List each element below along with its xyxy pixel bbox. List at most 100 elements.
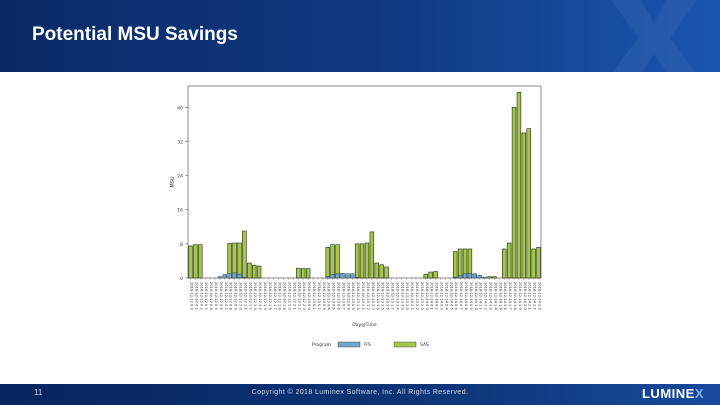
y-axis-label: MSU <box>170 176 176 187</box>
x-tick-label: 2018-12-12 0 4 <box>209 282 213 310</box>
bar-sas <box>379 264 384 279</box>
x-tick-label: 2018-12-12 1 7 <box>273 282 277 310</box>
bar-ifs <box>325 276 330 279</box>
x-tick-label: 2018-12-14 1 9 <box>518 282 522 310</box>
x-tick-label: 2018-12-14 1 3 <box>489 282 493 310</box>
bar-sas <box>526 128 531 279</box>
x-tick-label: 2018-12-12 0 9 <box>234 282 238 310</box>
x-tick-label: 2018-12-12 0 5 <box>214 282 218 310</box>
bar-sas <box>487 276 492 279</box>
x-tick-label: 2018-12-12 1 6 <box>268 282 272 310</box>
logo-text: LUMINE <box>641 386 695 401</box>
x-tick-label: 2018-12-14 1 8 <box>513 282 517 310</box>
bar-ifs <box>467 273 473 279</box>
x-tick-label: 2018-12-14 2 3 <box>538 282 542 310</box>
x-tick-label: 2018-12-14 2 0 <box>523 282 527 310</box>
bar-sas <box>242 230 247 279</box>
luminex-logo: LUMINEX <box>642 386 704 401</box>
x-tick-label: 2018-12-12 2 1 <box>292 282 296 310</box>
slide-number: 11 <box>34 388 43 397</box>
x-tick-label: 2018-12-14 1 6 <box>503 282 507 310</box>
chart-panel: 0 8 16 24 32 40 MSU 2018-12-12 0 0 2018-12-12 0 … <box>160 78 560 358</box>
y-tick-label: 16 <box>177 208 183 214</box>
x-tick-label: 2018-12-14 1 0 <box>474 282 478 310</box>
x-tick-label: 2018-12-12 2 2 <box>297 282 301 310</box>
x-tick-label: 2018-12-14 0 3 <box>439 282 443 310</box>
x-tick-label: 2018-12-14 0 8 <box>464 282 468 310</box>
x-tick-label: 2018-12-12 1 4 <box>258 282 262 310</box>
bar-ifs <box>340 273 345 279</box>
x-tick-label: 2018-12-14 0 2 <box>435 282 439 310</box>
x-tick-label: 2018-12-13 1 2 <box>366 282 370 310</box>
bar-sas <box>521 132 527 279</box>
x-tick-label: 2018-12-13 0 3 <box>322 282 326 310</box>
x-tick-label: 2018-12-14 0 7 <box>459 282 463 310</box>
bar-sas <box>188 245 193 279</box>
bar-ifs <box>227 273 232 279</box>
legend-label-sas: SAS <box>420 342 429 348</box>
bar-sas <box>354 243 360 279</box>
x-tick-label: 2018-12-13 2 3 <box>420 282 424 310</box>
x-tick-label: 2018-12-14 1 2 <box>484 282 488 310</box>
bar-sas <box>335 244 340 279</box>
x-axis-label: Day@Time <box>352 322 377 328</box>
bar-sas <box>452 251 458 279</box>
logo-x: X <box>694 386 704 401</box>
bar-sas <box>502 248 507 279</box>
luminex-x-watermark-icon <box>611 0 697 72</box>
x-tick-label: 2018-12-13 1 4 <box>376 282 380 310</box>
x-tick-label: 2018-12-14 1 1 <box>479 282 483 310</box>
x-tick-label: 2018-12-12 0 3 <box>204 282 208 310</box>
x-tick-label: 2018-12-13 1 7 <box>390 282 394 310</box>
bar-ifs <box>335 273 340 279</box>
x-tick-label: 2018-12-13 1 8 <box>395 282 399 310</box>
x-tick-label: 2018-12-12 0 1 <box>194 282 198 310</box>
bar-sas <box>296 267 301 279</box>
bar-sas <box>369 231 375 279</box>
x-tick-label: 2018-12-14 2 2 <box>533 282 537 310</box>
bar-ifs <box>242 276 247 279</box>
x-tick-label: 2018-12-13 0 6 <box>337 282 341 310</box>
bar-sas <box>330 244 335 279</box>
bar-sas <box>256 265 262 279</box>
bar-sas <box>198 244 203 279</box>
bar-ifs <box>462 273 468 279</box>
x-tick-label: 2018-12-14 0 0 <box>425 282 429 310</box>
x-tick-label: 2018-12-12 1 9 <box>283 282 287 310</box>
bar-sas <box>251 264 257 279</box>
bar-sas <box>536 246 541 279</box>
x-tick-label: 2018-12-14 0 5 <box>449 282 453 310</box>
bar-sas <box>193 244 198 279</box>
slide-header: Potential MSU Savings <box>0 0 720 72</box>
bar-ifs <box>330 274 335 279</box>
bar-sas <box>433 271 438 279</box>
y-tick-label: 32 <box>177 139 183 145</box>
x-tick-label: 2018-12-12 1 0 <box>238 282 242 310</box>
bar-sas <box>511 107 517 279</box>
x-tick-label: 2018-12-12 1 5 <box>263 282 267 310</box>
x-tick-label: 2018-12-13 1 6 <box>386 282 390 310</box>
plot-frame <box>187 85 542 279</box>
copyright-text: Copyright © 2018 Luminex Software, Inc. … <box>251 389 469 396</box>
bar-sas <box>359 243 365 279</box>
bar-sas <box>516 92 522 279</box>
legend-title: Program <box>312 342 331 348</box>
x-tick-label: 2018-12-14 1 5 <box>498 282 502 310</box>
x-tick-label: 2018-12-13 0 7 <box>341 282 345 310</box>
bar-ifs <box>472 273 477 279</box>
x-tick-label: 2018-12-14 1 4 <box>493 282 497 310</box>
bar-sas <box>227 243 232 279</box>
x-tick-label: 2018-12-14 0 6 <box>454 282 458 310</box>
legend-label-ifs: IFS <box>364 342 371 348</box>
bar-sas <box>492 276 497 279</box>
x-tick-label: 2018-12-13 0 8 <box>346 282 350 310</box>
bar-sas <box>237 242 242 279</box>
x-tick-label: 2018-12-13 1 5 <box>381 282 385 310</box>
x-tick-label: 2018-12-13 2 2 <box>415 282 419 310</box>
x-tick-label: 2018-12-14 0 4 <box>444 282 448 310</box>
slide-footer: 11 Copyright © 2018 Luminex Software, In… <box>0 384 720 405</box>
bar-sas <box>423 273 428 279</box>
bar-sas <box>506 242 512 279</box>
bar-ifs <box>345 273 350 279</box>
